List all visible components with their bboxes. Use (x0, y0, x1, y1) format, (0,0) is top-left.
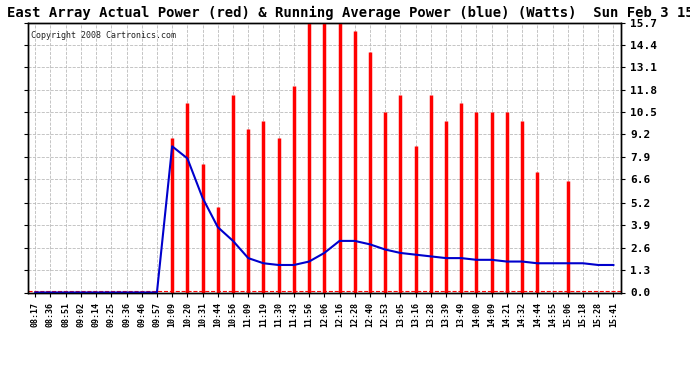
Text: Copyright 2008 Cartronics.com: Copyright 2008 Cartronics.com (30, 31, 175, 40)
Text: East Array Actual Power (red) & Running Average Power (blue) (Watts)  Sun Feb 3 : East Array Actual Power (red) & Running … (7, 6, 690, 20)
